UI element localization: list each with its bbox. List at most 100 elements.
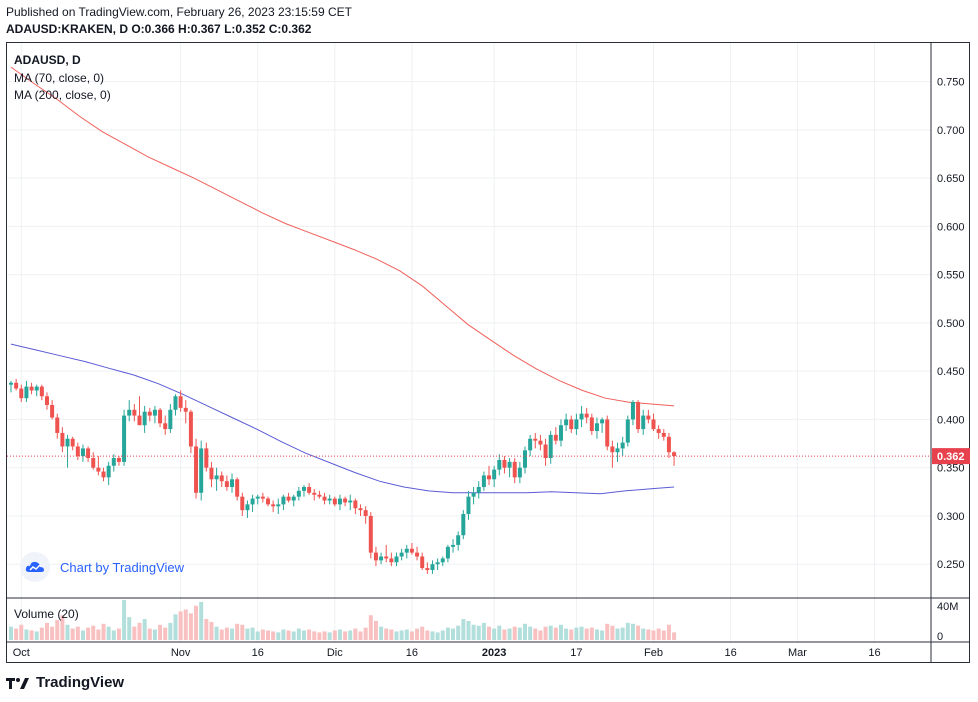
candle-body[interactable]	[584, 413, 589, 418]
candle-body[interactable]	[178, 396, 183, 408]
candle-body[interactable]	[533, 438, 538, 441]
candle-body[interactable]	[286, 496, 291, 501]
candle-body[interactable]	[219, 475, 224, 482]
candle-body[interactable]	[14, 382, 19, 389]
candle-body[interactable]	[271, 504, 276, 507]
candle-body[interactable]	[276, 504, 281, 507]
candle-body[interactable]	[646, 415, 651, 420]
candle-body[interactable]	[348, 500, 353, 503]
candle-body[interactable]	[60, 432, 65, 447]
candle-body[interactable]	[194, 446, 199, 493]
candle-body[interactable]	[343, 498, 348, 503]
candle-body[interactable]	[199, 448, 204, 493]
candle-body[interactable]	[456, 535, 461, 545]
candle-body[interactable]	[204, 448, 209, 468]
candle-body[interactable]	[553, 434, 558, 441]
candle-body[interactable]	[471, 492, 476, 497]
candle-body[interactable]	[461, 514, 466, 536]
candle-body[interactable]	[106, 465, 111, 478]
candle-body[interactable]	[301, 487, 306, 491]
candle-body[interactable]	[353, 500, 358, 509]
candle-body[interactable]	[420, 556, 425, 569]
candle-body[interactable]	[188, 411, 193, 447]
candle-body[interactable]	[327, 498, 332, 501]
candle-body[interactable]	[512, 461, 517, 478]
candle-body[interactable]	[163, 423, 168, 430]
candle-body[interactable]	[209, 467, 214, 480]
tradingview-logo[interactable]: TradingView	[6, 674, 124, 691]
candle-body[interactable]	[111, 458, 116, 466]
candle-body[interactable]	[666, 436, 671, 453]
candle-body[interactable]	[214, 475, 219, 480]
candle-body[interactable]	[101, 471, 106, 478]
candle-body[interactable]	[142, 411, 147, 426]
candle-body[interactable]	[75, 446, 80, 457]
candle-body[interactable]	[605, 419, 610, 447]
candle-body[interactable]	[497, 459, 502, 470]
candle-body[interactable]	[451, 544, 456, 547]
candle-body[interactable]	[86, 448, 91, 459]
candle-body[interactable]	[589, 417, 594, 432]
candle-body[interactable]	[281, 496, 286, 505]
candle-body[interactable]	[399, 552, 404, 557]
candle-body[interactable]	[307, 487, 312, 493]
candle-body[interactable]	[394, 556, 399, 563]
legend-ma200[interactable]: MA (200, close, 0)	[14, 88, 111, 102]
candle-body[interactable]	[415, 552, 420, 557]
candle-body[interactable]	[615, 448, 620, 453]
candle-body[interactable]	[579, 413, 584, 420]
candle-body[interactable]	[266, 498, 270, 505]
candle-body[interactable]	[379, 556, 384, 561]
candle-body[interactable]	[574, 419, 579, 430]
candle-body[interactable]	[564, 419, 569, 426]
candle-body[interactable]	[476, 487, 481, 493]
candle-body[interactable]	[661, 432, 666, 437]
candle-body[interactable]	[65, 438, 70, 447]
candle-body[interactable]	[358, 508, 363, 511]
candle-body[interactable]	[600, 419, 605, 424]
candle-body[interactable]	[445, 546, 450, 559]
candle-body[interactable]	[636, 402, 641, 430]
candle-body[interactable]	[656, 429, 661, 433]
candle-body[interactable]	[610, 446, 615, 453]
candle-body[interactable]	[363, 510, 368, 516]
candle-body[interactable]	[132, 409, 137, 416]
candle-body[interactable]	[312, 492, 317, 495]
candle-body[interactable]	[80, 448, 85, 457]
candle-body[interactable]	[440, 558, 445, 563]
candle-body[interactable]	[322, 496, 327, 501]
candle-body[interactable]	[409, 548, 414, 553]
candle-body[interactable]	[44, 396, 49, 405]
candle-body[interactable]	[50, 404, 55, 418]
candle-body[interactable]	[39, 386, 44, 397]
candle-body[interactable]	[96, 467, 101, 472]
candle-body[interactable]	[507, 461, 512, 468]
candle-body[interactable]	[29, 386, 34, 391]
candle-body[interactable]	[373, 552, 378, 561]
candle-body[interactable]	[548, 434, 553, 459]
candle-body[interactable]	[158, 409, 163, 424]
candle-body[interactable]	[672, 452, 677, 457]
candle-body[interactable]	[502, 459, 507, 468]
candle-body[interactable]	[137, 415, 142, 426]
candle-body[interactable]	[651, 419, 656, 430]
candle-body[interactable]	[517, 467, 522, 478]
candle-body[interactable]	[543, 444, 548, 459]
candle-body[interactable]	[19, 388, 24, 399]
candle-body[interactable]	[332, 498, 337, 505]
candle-body[interactable]	[425, 568, 430, 571]
candle-body[interactable]	[528, 438, 533, 451]
candle-body[interactable]	[337, 498, 342, 505]
candle-body[interactable]	[404, 548, 409, 553]
candle-body[interactable]	[230, 479, 235, 487]
candle-body[interactable]	[538, 440, 543, 445]
candle-body[interactable]	[24, 386, 29, 399]
legend-volume[interactable]: Volume (20)	[14, 607, 79, 621]
candle-body[interactable]	[235, 479, 240, 497]
candle-body[interactable]	[240, 496, 245, 511]
candle-body[interactable]	[147, 411, 152, 416]
candle-body[interactable]	[620, 442, 625, 449]
candle-body[interactable]	[34, 386, 39, 391]
candle-body[interactable]	[122, 415, 127, 462]
